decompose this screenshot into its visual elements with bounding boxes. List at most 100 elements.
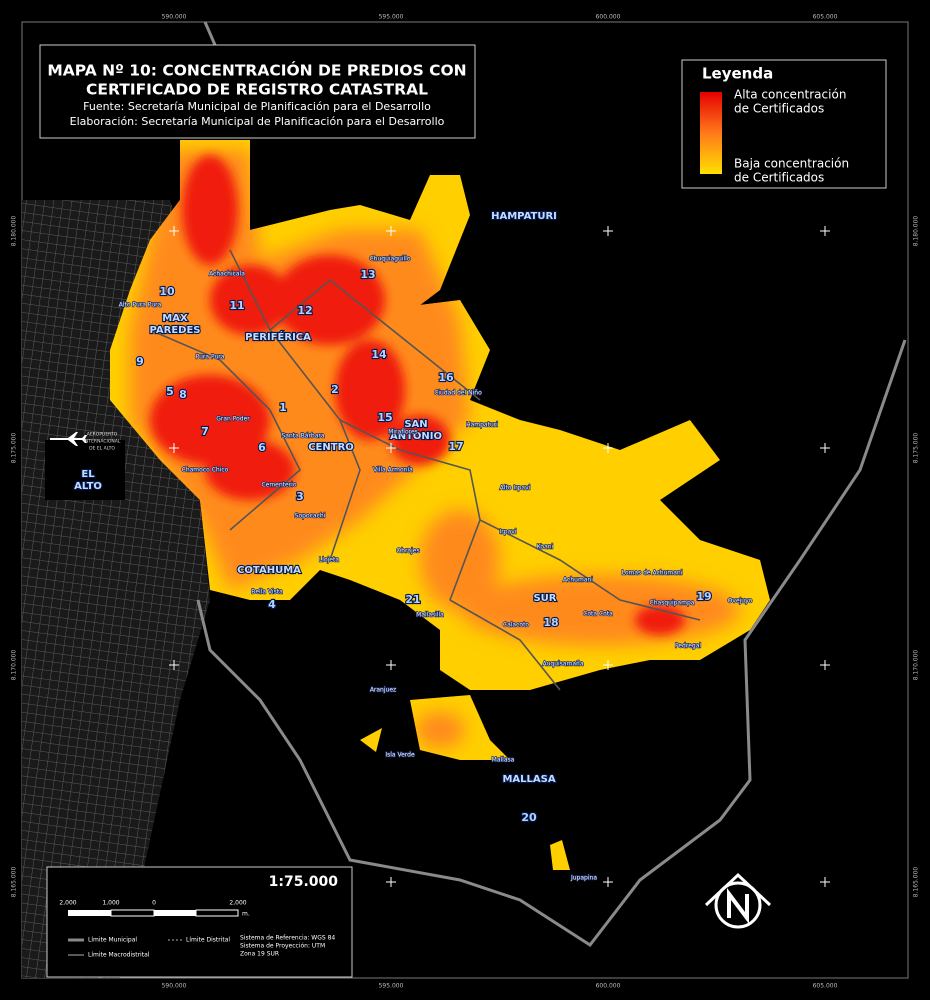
- place-name: Alto Irpavi: [500, 485, 531, 492]
- place-name: Mallasilla: [416, 612, 444, 619]
- district-number: 10: [159, 285, 175, 298]
- place-name: Santa Bárbara: [281, 433, 324, 440]
- district-number: 13: [360, 268, 375, 281]
- place-name: Alto Pura Pura: [119, 302, 162, 309]
- reference: Zona 19 SUR: [240, 951, 279, 958]
- legend-high: Alta concentración: [734, 88, 846, 102]
- district-number: 2: [331, 383, 339, 396]
- legend-high: de Certificados: [734, 102, 824, 116]
- grid-label: 595.000: [379, 14, 404, 21]
- district-number: 1: [279, 401, 287, 414]
- place-name: Ciudad del Niño: [434, 390, 482, 397]
- scale-bar: [68, 909, 239, 917]
- grid-label: 8.165.000: [913, 867, 920, 898]
- legend-item: Límite Distrital: [186, 937, 230, 944]
- district-number: 5: [166, 385, 174, 398]
- district-number: 3: [296, 490, 304, 503]
- district-number: 8: [179, 388, 187, 401]
- source: Fuente: Secretaría Municipal de Planific…: [83, 100, 431, 113]
- district-number: 18: [543, 616, 558, 629]
- district-number: 21: [405, 593, 420, 606]
- legend-item: Límite Municipal: [88, 937, 137, 944]
- airport-label: INTERNACIONAL: [84, 439, 121, 445]
- grid-label: 590.000: [162, 14, 187, 21]
- grid-label: 8.175.000: [11, 433, 18, 464]
- place-name: Irpavi: [500, 529, 517, 536]
- airport-label: DE EL ALTO: [89, 446, 115, 452]
- macrodistrict-name: HAMPATURI: [491, 211, 557, 222]
- place-name: Ovejuyo: [728, 598, 753, 605]
- macrodistrict-name: PERIFÉRICA: [245, 330, 311, 343]
- grid-label: 8.180.000: [913, 216, 920, 247]
- district-number: 17: [448, 440, 463, 453]
- grid-label: 605.000: [813, 983, 838, 990]
- macrodistrict-name: MAX: [162, 313, 188, 324]
- north-arrow: [704, 872, 772, 929]
- place-name: Jupapina: [570, 875, 597, 882]
- grid-label: 605.000: [813, 14, 838, 21]
- scale-text: 1:75.000: [269, 874, 339, 890]
- macrodistrict-name: ANTONIO: [390, 431, 442, 442]
- municipal-boundary: [196, 21, 907, 948]
- district-number: 16: [438, 371, 454, 384]
- macrodistrict-name: PAREDES: [149, 325, 200, 336]
- place-name: Chasquipampa: [650, 600, 695, 607]
- district-number: 11: [229, 299, 244, 312]
- place-name: Miraflores: [388, 429, 418, 436]
- title-line: MAPA Nº 10: CONCENTRACIÓN DE PREDIOS CON: [47, 61, 466, 80]
- macrodistrict-name: EL: [81, 469, 95, 480]
- place-name: Auquisamaña: [543, 661, 584, 668]
- grid-label: 595.000: [379, 983, 404, 990]
- airport-icon: [50, 432, 87, 446]
- grid-label: 8.170.000: [11, 650, 18, 681]
- macrodistrict-name: ALTO: [74, 481, 102, 492]
- scale-label: 1,000: [102, 900, 119, 907]
- place-name: Achachicala: [209, 271, 245, 278]
- place-name: Cementerio: [261, 482, 296, 489]
- reference: Sistema de Proyección: UTM: [240, 943, 325, 950]
- grid-label: 600.000: [596, 14, 621, 21]
- district-number: 20: [521, 811, 537, 824]
- airport-label: AEROPUERTO: [87, 432, 118, 438]
- macrodistrict-name: MALLASA: [502, 774, 555, 785]
- place-name: Pedregal: [675, 643, 701, 650]
- title-box: [39, 44, 476, 139]
- elaboration: Elaboración: Secretaría Municipal de Pla…: [70, 115, 445, 128]
- place-name: Chuquiaguillo: [369, 256, 410, 263]
- district-boundaries: [149, 249, 701, 691]
- place-name: Bella Vista: [251, 589, 283, 596]
- scale-label: 2,000: [229, 900, 246, 907]
- place-name: Villa Armonía: [373, 467, 413, 474]
- place-name: Llojeta: [319, 557, 339, 564]
- legend-ramp: [700, 92, 722, 174]
- macrodistrict-name: SAN: [404, 419, 427, 430]
- grid-label: 8.180.000: [11, 216, 18, 247]
- legend-low: de Certificados: [734, 171, 824, 185]
- grid-label: 600.000: [596, 983, 621, 990]
- district-number: 9: [136, 355, 144, 368]
- district-number: 14: [371, 348, 387, 361]
- grid-label: 8.170.000: [913, 650, 920, 681]
- place-name: Koani: [537, 544, 554, 551]
- airport-area: [45, 440, 125, 500]
- macrodistrict-name: SUR: [533, 593, 556, 604]
- place-name: Obrajes: [396, 548, 419, 555]
- grid-label: 8.175.000: [913, 433, 920, 464]
- scale-label: 2,000: [59, 900, 76, 907]
- scale-unit: m.: [242, 911, 250, 918]
- place-name: Mallasa: [492, 757, 515, 764]
- legend-item: Límite Macrodistrital: [88, 952, 150, 959]
- el-alto-streets: [22, 200, 210, 978]
- grid-label: 590.000: [162, 983, 187, 990]
- place-name: Lomas de Achumani: [622, 570, 683, 577]
- district-number: 4: [268, 598, 276, 611]
- place-name: Isla Verde: [385, 752, 415, 759]
- place-name: Hampaturi: [466, 422, 498, 429]
- legend-low: Baja concentración: [734, 157, 849, 171]
- place-name: Pura Pura: [196, 354, 225, 361]
- place-name: Chamoco Chico: [182, 467, 229, 474]
- legend-title: Leyenda: [702, 65, 773, 83]
- district-number: 19: [696, 590, 711, 603]
- district-number: 7: [201, 425, 209, 438]
